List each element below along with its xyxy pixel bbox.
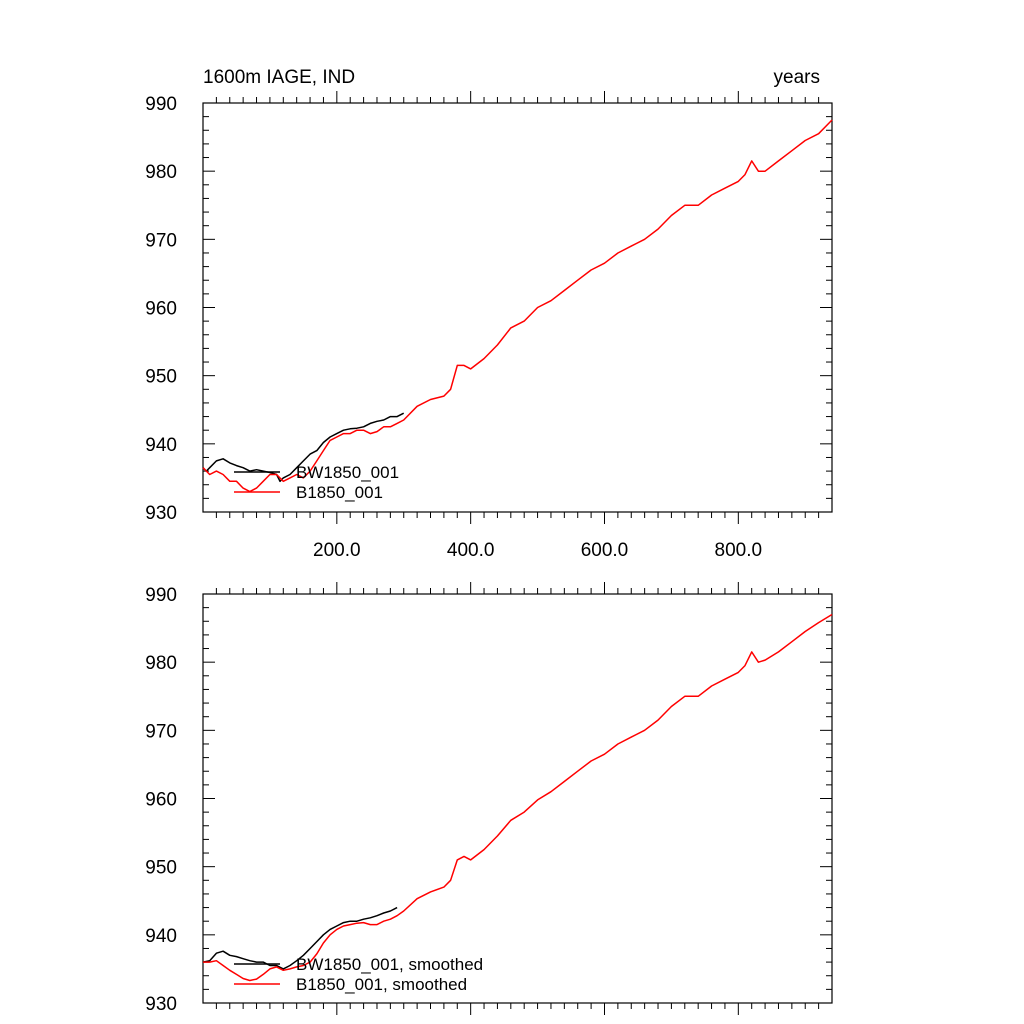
bottom-panel: 930 940 950 960 970 980 990 BW1850_001, smoothe… (145, 582, 833, 1015)
top-panel: 930 940 950 960 970 980 990 200.0 400.0 600.0 800.… (145, 91, 833, 561)
series-line-b1850-001 (202, 119, 833, 493)
y-tick-label: 940 (145, 926, 177, 947)
y-tick-label: 950 (145, 858, 177, 879)
x-tick-label: 600.0 (581, 540, 629, 561)
series-line-bw1850-001-smoothed (202, 906, 398, 970)
y-tick-label: 980 (145, 653, 177, 674)
legend-label: B1850_001, smoothed (296, 975, 467, 994)
y-tick-label: 970 (145, 721, 177, 742)
legend-label: BW1850_001, smoothed (296, 955, 483, 974)
y-tick-label: 970 (145, 230, 177, 251)
y-tick-label: 930 (145, 994, 177, 1015)
y-tick-label: 930 (145, 503, 177, 524)
y-tick-label: 940 (145, 435, 177, 456)
y-tick-label: 950 (145, 367, 177, 388)
x-tick-label: 800.0 (715, 540, 763, 561)
series-line-b1850-001-smoothed (203, 613, 833, 982)
series-line-bw1850-001 (202, 412, 405, 483)
x-tick-label: 400.0 (447, 540, 495, 561)
chart-units-label: years (774, 67, 820, 88)
y-tick-label: 960 (145, 790, 177, 811)
legend-label: BW1850_001 (296, 463, 399, 482)
y-tick-label: 990 (145, 94, 177, 115)
legend-label: B1850_001 (296, 483, 383, 502)
y-tick-label: 990 (145, 585, 177, 606)
y-tick-label: 960 (145, 299, 177, 320)
x-tick-label: 200.0 (313, 540, 361, 561)
chart-title: 1600m IAGE, IND (203, 67, 355, 88)
y-tick-label: 980 (145, 162, 177, 183)
